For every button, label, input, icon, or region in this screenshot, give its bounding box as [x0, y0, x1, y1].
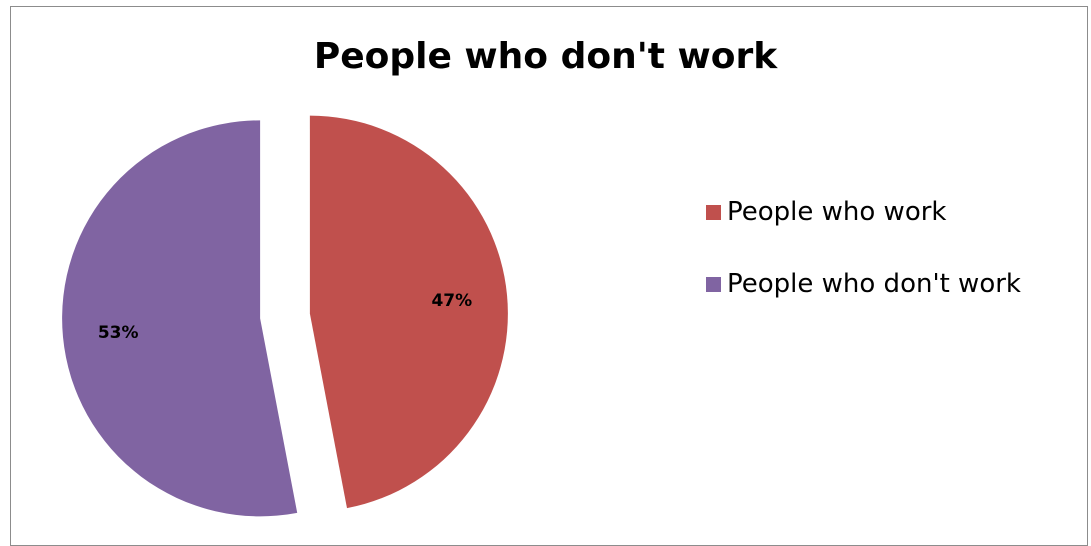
pie-slice-people-who-don-t-work [62, 120, 298, 517]
pie-chart: 47% 53% [62, 115, 508, 517]
legend-swatch-people-who-dont-work [706, 277, 721, 292]
chart-title: People who don't work [313, 36, 778, 77]
legend-item-people-who-dont-work: People who don't work [706, 266, 1026, 302]
legend-swatch-people-who-work [706, 205, 721, 220]
legend-label: People who don't work [727, 269, 1021, 299]
data-label: 53% [98, 323, 139, 343]
pie-slice-people-who-work [309, 115, 508, 509]
legend-label: People who work [727, 197, 947, 227]
pie-slices [62, 115, 508, 517]
legend-item-people-who-work: People who work [706, 194, 1026, 230]
pie-data-labels: 47% 53% [98, 291, 472, 343]
data-label: 47% [431, 291, 472, 311]
legend: People who work People who don't work [706, 194, 1026, 338]
